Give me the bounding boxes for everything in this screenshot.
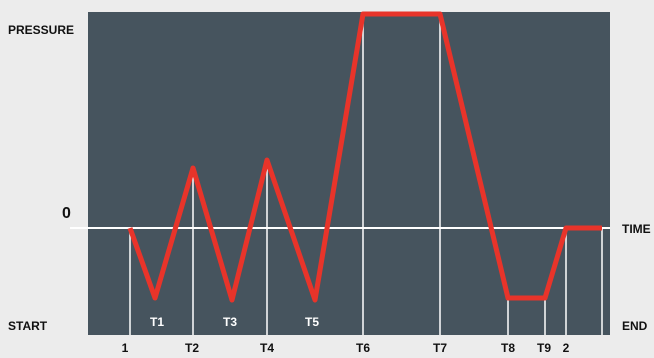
time-label: T6 (356, 341, 370, 355)
y-axis-label: PRESSURE (8, 23, 74, 37)
time-label: T7 (433, 341, 447, 355)
time-label: 1 (122, 341, 129, 355)
time-label: 2 (563, 341, 570, 355)
x-axis-label: TIME (622, 222, 651, 236)
time-label: T2 (185, 341, 199, 355)
time-label: T5 (305, 315, 319, 329)
time-label: T9 (537, 341, 551, 355)
time-label: T8 (501, 341, 515, 355)
zero-label: 0 (62, 205, 71, 222)
time-markers (129, 14, 603, 335)
end-label: END (622, 319, 648, 333)
pressure-profile (127, 11, 602, 303)
time-label: T4 (260, 341, 274, 355)
time-label: T1 (150, 315, 164, 329)
start-label: START (8, 319, 48, 333)
time-label: T3 (223, 315, 237, 329)
plot-panel (88, 12, 610, 335)
